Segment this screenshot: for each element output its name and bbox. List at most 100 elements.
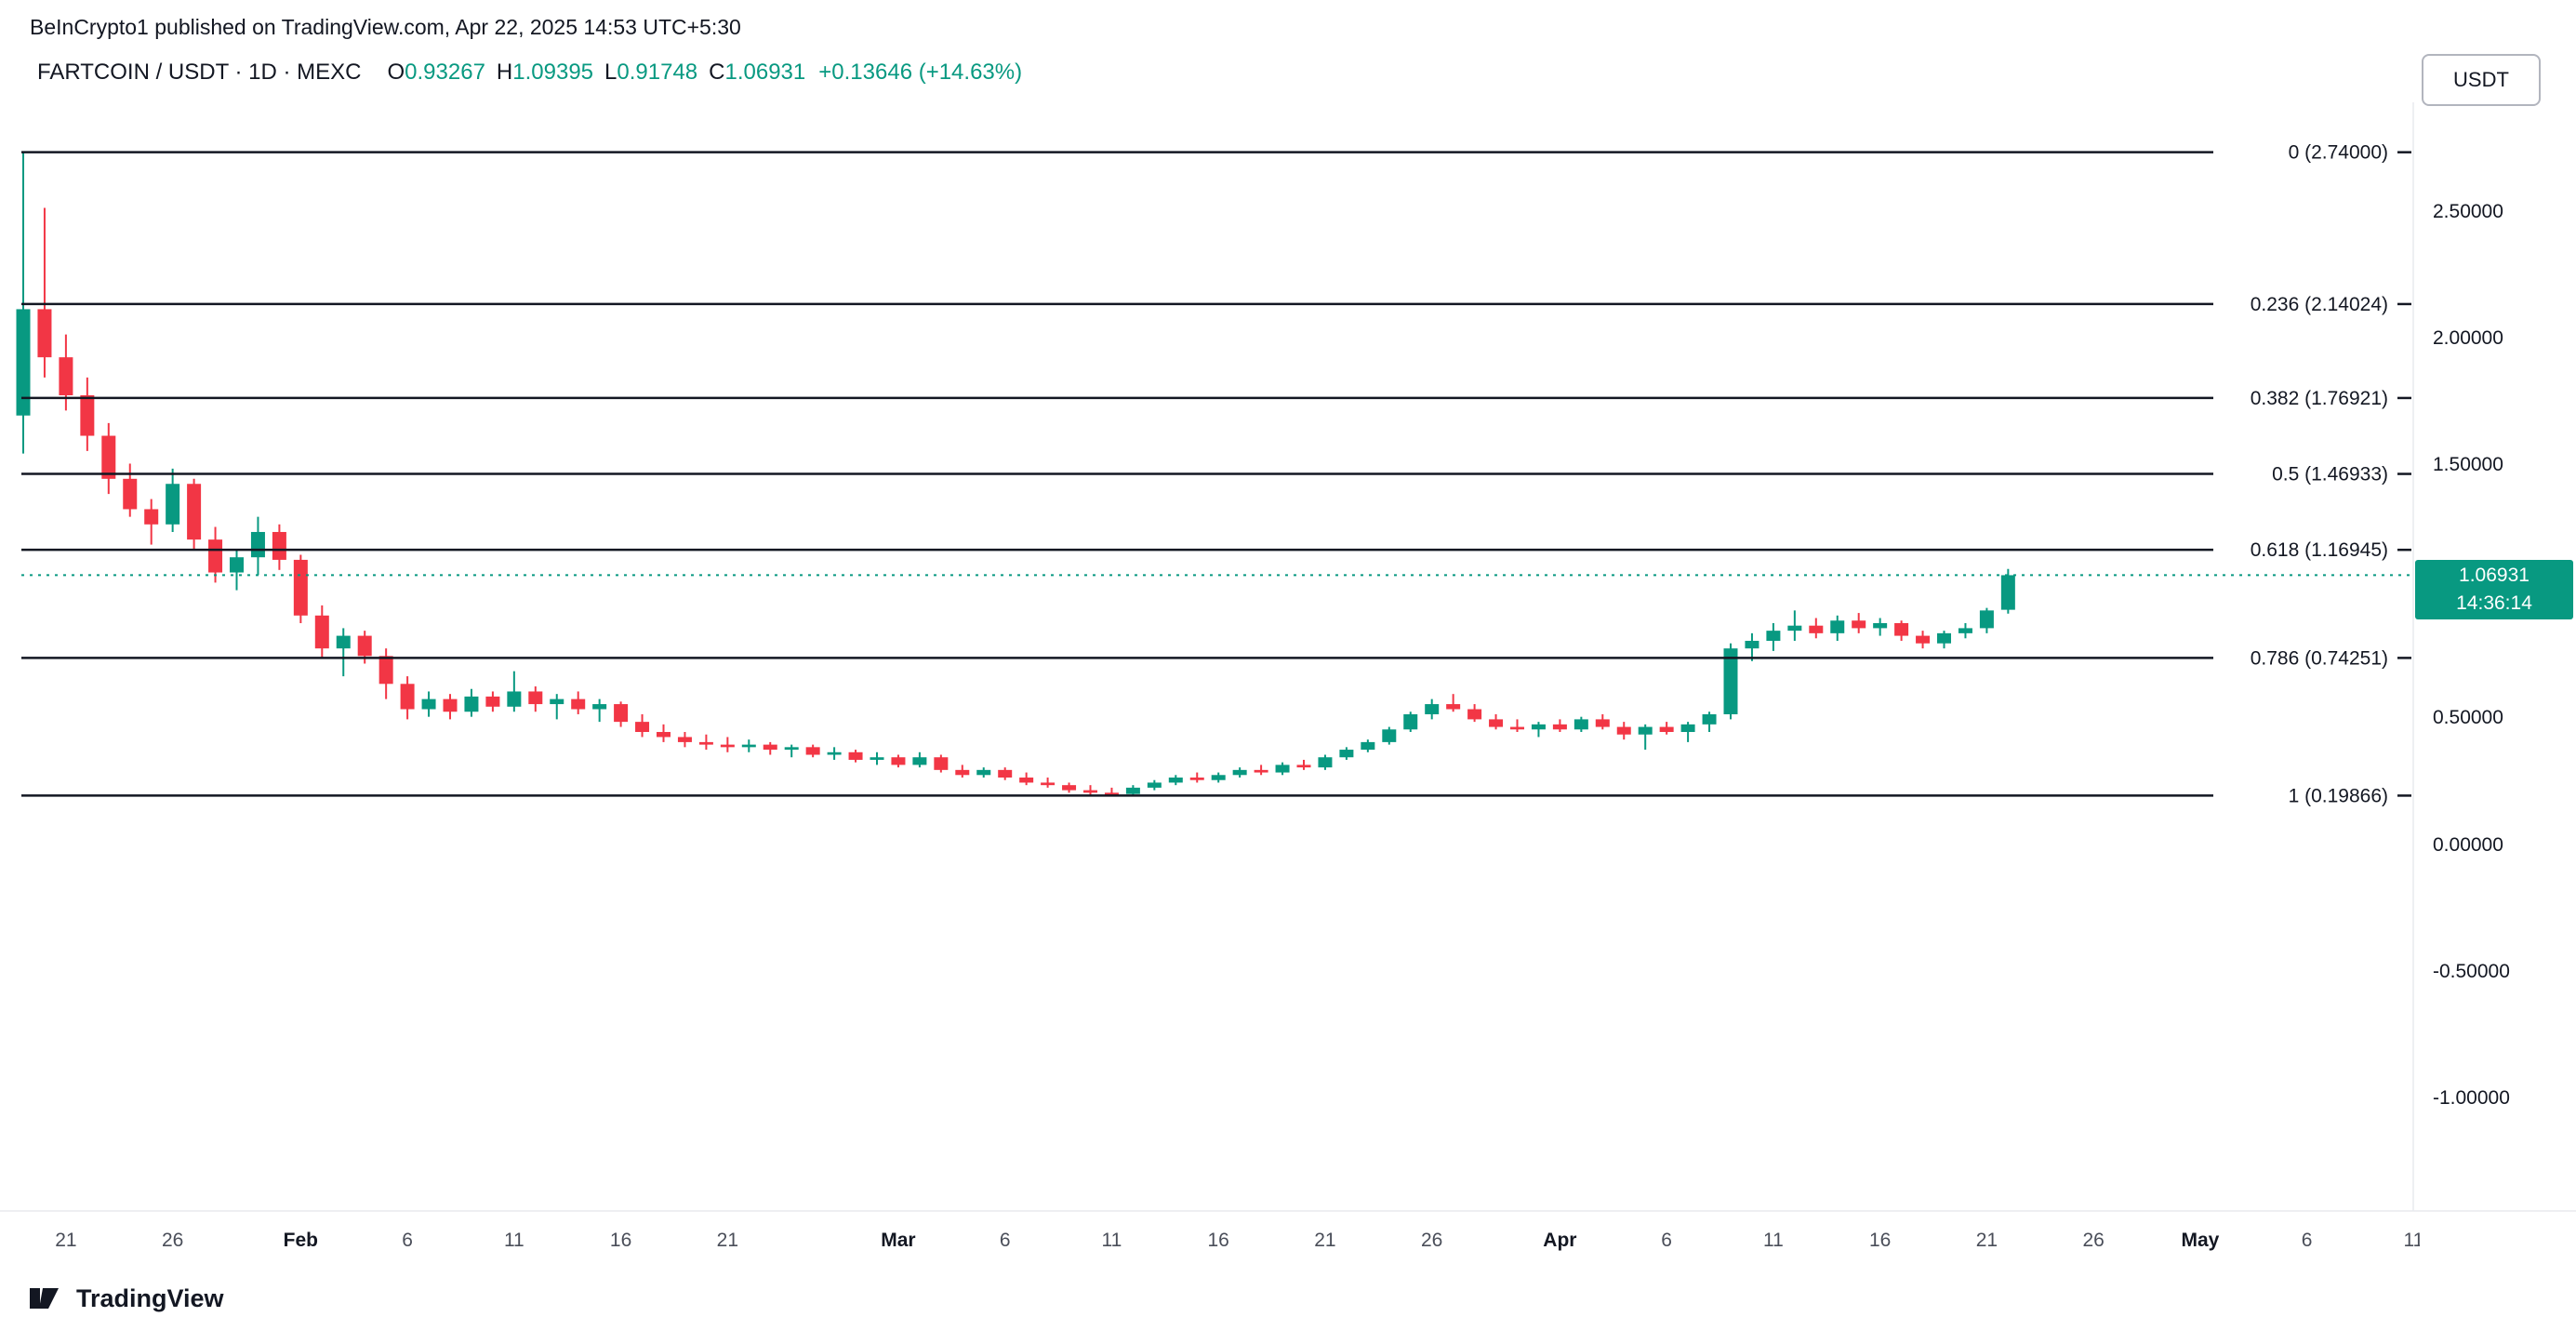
candle <box>1425 698 1440 720</box>
candle <box>955 765 970 778</box>
candle <box>101 422 116 495</box>
candle <box>1680 722 1695 742</box>
high-value: 1.09395 <box>512 60 594 85</box>
time-axis-day-label: 16 <box>609 1230 632 1251</box>
last-price-label: 1.06931 14:36:14 <box>2415 560 2573 620</box>
candle <box>1659 722 1674 735</box>
candle <box>464 688 479 717</box>
candle <box>485 691 500 712</box>
low-label: L <box>604 60 617 85</box>
tradingview-wordmark[interactable]: TradingView <box>76 1283 224 1312</box>
candle <box>1937 631 1951 649</box>
candle <box>1104 787 1119 796</box>
candle <box>763 741 777 755</box>
candle <box>443 694 458 720</box>
time-axis-day-label: 16 <box>1207 1230 1229 1251</box>
candle <box>1403 712 1418 733</box>
candle <box>1083 785 1097 796</box>
candle <box>378 648 393 699</box>
candle <box>250 516 265 576</box>
candle <box>123 463 138 517</box>
price-axis-label: -0.50000 <box>2433 960 2510 982</box>
candle <box>1766 622 1781 651</box>
candle <box>805 744 820 758</box>
candle <box>421 691 436 717</box>
time-axis-month-label: May <box>2181 1230 2220 1251</box>
candle <box>592 698 607 723</box>
candle <box>1041 778 1056 788</box>
time-axis-day-label: 16 <box>1868 1230 1892 1251</box>
candle <box>2000 568 2015 614</box>
candle <box>1510 719 1524 733</box>
candle <box>1318 754 1333 770</box>
price-axis-label: 0.50000 <box>2433 707 2503 729</box>
candle <box>1787 610 1802 642</box>
low-value: 0.91748 <box>617 60 698 85</box>
candle <box>550 694 564 720</box>
candle <box>1552 719 1567 733</box>
candle <box>1275 762 1290 776</box>
candle <box>1062 782 1077 793</box>
fib-level-label: 0.382 (1.76921) <box>2251 388 2388 409</box>
high-label: H <box>496 60 513 85</box>
currency-button[interactable]: USDT <box>2422 54 2541 106</box>
candle <box>507 671 522 712</box>
time-axis-day-label: 21 <box>716 1230 739 1251</box>
candle <box>16 152 31 454</box>
change-value: +0.13646 (+14.63%) <box>818 60 1023 85</box>
time-axis-day-label: 6 <box>2301 1230 2313 1251</box>
candle <box>1595 713 1610 730</box>
fib-level-label: 1 (0.19866) <box>2289 785 2388 806</box>
price-axis-label: 1.50000 <box>2433 454 2503 476</box>
fib-level-label: 0.786 (0.74251) <box>2251 647 2388 669</box>
price-axis[interactable]: 2.500002.000001.500001.000000.500000.000… <box>2418 0 2576 1211</box>
candle <box>698 734 713 751</box>
candle <box>400 676 415 720</box>
candle <box>293 554 308 623</box>
tradingview-logo-icon[interactable] <box>30 1284 65 1312</box>
candle <box>1446 694 1461 712</box>
candle <box>1723 643 1738 720</box>
candle <box>1232 767 1247 778</box>
open-value: 0.93267 <box>405 60 485 85</box>
candle <box>37 207 52 378</box>
candle <box>1339 747 1354 760</box>
time-axis-day-label: 11 <box>1762 1230 1784 1251</box>
candle <box>1489 713 1504 730</box>
fib-level-label: 0.618 (1.16945) <box>2251 539 2388 561</box>
candle <box>1916 631 1931 649</box>
candle <box>1019 772 1034 786</box>
candle <box>1894 620 1909 642</box>
candle <box>1531 722 1546 738</box>
candle <box>784 744 799 758</box>
candle <box>1147 779 1162 791</box>
candle <box>657 724 671 742</box>
candle <box>1745 632 1759 661</box>
symbol-title[interactable]: FARTCOIN / USDT · 1D · MEXC <box>37 60 362 85</box>
price-axis-label: -1.00000 <box>2433 1086 2510 1109</box>
time-axis-month-label: Mar <box>881 1230 916 1251</box>
candle <box>976 767 991 778</box>
candle <box>80 377 95 451</box>
price-axis-label: 2.50000 <box>2433 201 2503 222</box>
time-axis-day-label: 6 <box>999 1230 1011 1251</box>
publish-attribution: BeInCrypto1 published on TradingView.com… <box>30 15 741 39</box>
time-axis-day-label: 26 <box>161 1230 184 1251</box>
candle <box>336 628 351 677</box>
time-axis-month-label: Feb <box>283 1230 319 1251</box>
candle <box>1852 613 1866 633</box>
candle <box>998 767 1013 780</box>
footer-brand: TradingView <box>30 1278 224 1319</box>
candle <box>1573 716 1588 733</box>
price-axis-label: 0.00000 <box>2433 833 2503 856</box>
candle <box>1211 772 1226 783</box>
open-label: O <box>387 60 405 85</box>
time-axis[interactable]: 21 26 Feb 6 11 16 21 Mar 6 11 16 21 26 Apr 6 11 16 21 26 Ma… <box>0 1211 2420 1272</box>
candle <box>827 747 842 760</box>
time-axis-day-label: 11 <box>2403 1230 2420 1251</box>
time-axis-day-label: 11 <box>1101 1230 1122 1251</box>
candle <box>187 478 202 551</box>
countdown-timer: 14:36:14 <box>2456 592 2532 615</box>
candle <box>1702 712 1717 733</box>
